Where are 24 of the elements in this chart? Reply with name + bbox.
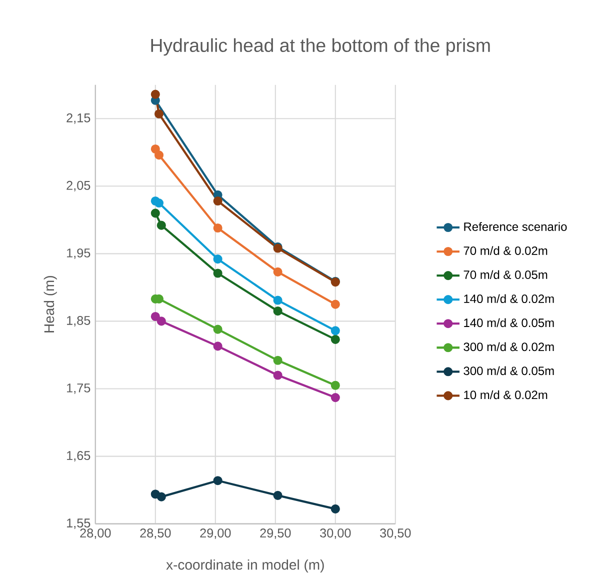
legend-label: Reference scenario xyxy=(464,222,567,231)
x-tick-label: 29,50 xyxy=(260,528,291,540)
x-tick-label: 28,50 xyxy=(140,528,171,540)
y-tick-label: 1,55 xyxy=(67,518,90,530)
y-tick-label: 1,95 xyxy=(67,248,90,259)
y-tick-label: 2,05 xyxy=(66,180,90,192)
y-axis-title: Head (m) xyxy=(44,276,57,332)
y-tick-label: 1,65 xyxy=(67,451,90,462)
legend-label: 140 m/d & 0.02m xyxy=(464,294,554,304)
legend-label: 140 m/d & 0.05m xyxy=(464,318,554,328)
legend-label: 70 m/d & 0.02m xyxy=(464,246,548,255)
x-tick-label: 30,00 xyxy=(320,528,351,540)
legend-label: 300 m/d & 0.05m xyxy=(464,366,554,376)
x-tick-label: 30,50 xyxy=(380,528,411,540)
y-tick-label: 1,85 xyxy=(67,316,90,326)
legend-label: 70 m/d & 0.05m xyxy=(464,270,548,280)
chart-title: Hydraulic head at the bottom of the prism xyxy=(151,38,490,56)
legend-label: 10 m/d & 0.02m xyxy=(464,390,548,400)
x-tick-label: 28,00 xyxy=(80,528,111,540)
y-tick-label: 2,15 xyxy=(66,113,90,124)
x-tick-label: 29,00 xyxy=(200,528,231,540)
legend-label: 300 m/d & 0.02m xyxy=(464,342,554,352)
y-tick-label: 1,75 xyxy=(67,384,90,394)
x-axis-title: x-coordinate in model (m) xyxy=(166,559,324,572)
